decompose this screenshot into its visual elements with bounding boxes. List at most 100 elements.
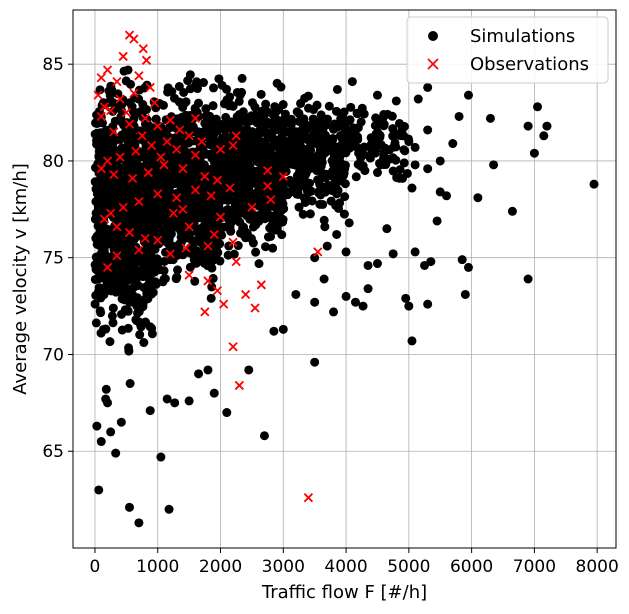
simulation-point [128, 107, 138, 117]
simulation-point [259, 141, 269, 151]
observation-point [228, 140, 238, 151]
simulation-point [310, 297, 320, 307]
simulation-point [282, 127, 292, 137]
simulation-point [225, 206, 235, 216]
simulation-point [90, 299, 100, 309]
simulation-point [423, 82, 433, 92]
simulation-point [523, 121, 533, 131]
simulation-point [108, 318, 118, 328]
simulation-point [120, 214, 130, 224]
simulation-point [333, 171, 343, 181]
simulation-point [134, 518, 144, 528]
simulation-point [332, 229, 342, 239]
legend-observations-marker [427, 58, 439, 70]
simulation-point [293, 189, 303, 199]
observation-point [149, 98, 160, 108]
simulation-point [379, 110, 389, 120]
y-tick-label: 85 [42, 55, 64, 75]
simulation-point [175, 151, 185, 161]
simulation-point [233, 241, 243, 251]
observation-point [190, 185, 201, 195]
simulation-point [296, 98, 306, 108]
simulation-point [356, 117, 366, 127]
simulation-point [105, 337, 115, 347]
simulation-point [332, 84, 342, 94]
simulation-point [125, 98, 135, 108]
simulation-point [388, 166, 398, 176]
simulation-point [235, 198, 245, 208]
simulation-point [380, 143, 390, 153]
x-tick-label: 6000 [450, 557, 493, 577]
simulation-point [442, 191, 452, 201]
simulation-point [339, 107, 349, 117]
simulation-point [263, 232, 273, 242]
observation-point [184, 222, 194, 232]
observation-point [190, 113, 201, 124]
observation-point [262, 165, 273, 176]
simulation-point [278, 324, 288, 334]
y-tick-label: 80 [42, 152, 64, 172]
simulation-point [122, 223, 132, 233]
simulation-point [407, 336, 417, 346]
observation-point [140, 233, 150, 243]
simulation-point [240, 158, 250, 168]
observation-point [209, 229, 219, 240]
simulation-point [298, 180, 308, 190]
observation-point [96, 111, 106, 122]
simulation-point [123, 256, 133, 266]
simulation-point [199, 126, 209, 136]
simulation-point [99, 246, 109, 256]
simulation-point [340, 179, 350, 189]
simulation-point [209, 129, 219, 139]
observation-point [165, 115, 175, 125]
observation-point [115, 152, 125, 162]
simulation-point [279, 204, 289, 214]
simulation-point [312, 160, 322, 170]
simulation-point [119, 238, 129, 248]
y-tick-label: 75 [42, 249, 64, 269]
simulation-point [319, 215, 329, 225]
simulation-point [163, 83, 173, 93]
simulation-point [188, 176, 198, 186]
simulation-point [294, 202, 304, 212]
simulation-point [175, 216, 185, 226]
observation-point [127, 173, 138, 184]
observation-point [96, 164, 106, 174]
simulation-point [194, 249, 204, 259]
simulation-point [131, 229, 141, 239]
simulation-point [244, 365, 254, 375]
simulation-point [315, 137, 325, 147]
observation-point [234, 380, 244, 391]
simulation-point [230, 186, 240, 196]
simulation-point [201, 255, 211, 265]
observation-point [146, 140, 157, 151]
simulation-point [242, 174, 252, 184]
observation-point [215, 212, 226, 222]
x-tick-label: 5000 [387, 557, 430, 577]
simulation-point [255, 210, 265, 220]
simulation-point [95, 180, 105, 190]
observation-point [228, 342, 238, 352]
simulation-point [154, 226, 164, 236]
observation-point [200, 171, 210, 182]
simulation-point [280, 119, 290, 129]
simulation-point [217, 163, 227, 173]
simulation-point [318, 199, 328, 209]
simulation-point [134, 185, 144, 195]
observations-series [93, 30, 323, 503]
x-tick-label: 8000 [576, 557, 619, 577]
simulation-point [126, 79, 136, 89]
simulation-point [96, 308, 106, 318]
simulation-point [96, 293, 106, 303]
simulation-point [298, 209, 308, 219]
simulation-point [280, 188, 290, 198]
simulation-point [340, 192, 350, 202]
simulation-point [246, 141, 256, 151]
simulation-point [359, 109, 369, 119]
simulation-point [161, 174, 171, 184]
simulation-point [189, 195, 199, 205]
observation-point [153, 235, 163, 245]
simulation-point [292, 107, 302, 117]
observation-point [162, 136, 172, 147]
simulation-point [375, 131, 385, 141]
